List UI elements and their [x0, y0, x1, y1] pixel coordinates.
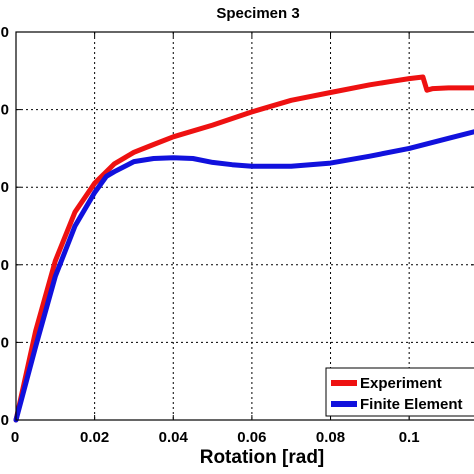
series-line-experiment [13, 74, 474, 423]
y-tick-label: 0 [1, 334, 9, 351]
x-tick-label: 0.04 [159, 429, 189, 446]
y-tick-label: 0 [1, 102, 9, 119]
x-tick-label: 0.02 [80, 429, 109, 446]
legend-label: Experiment [360, 375, 442, 392]
legend: Experiment Finite Element [325, 367, 474, 417]
legend-box [325, 367, 474, 417]
x-axis: 0 0.02 0.04 0.06 0.08 0.1 [11, 32, 420, 446]
y-tick-label: 0 [1, 24, 9, 41]
x-tick-label: 0.08 [316, 429, 345, 446]
x-axis-label: Rotation [rad] [200, 447, 325, 468]
plot-frame [15, 31, 474, 421]
y-tick-label: 0 [1, 179, 9, 196]
x-tick-label: 0.1 [399, 429, 420, 446]
chart-title: Specimen 3 [216, 5, 299, 22]
y-tick-label: 0 [1, 412, 9, 429]
y-tick-label: 0 [1, 257, 9, 274]
grid [16, 32, 474, 420]
x-tick-label: 0.06 [237, 429, 266, 446]
x-tick-label: 0 [11, 429, 19, 446]
legend-label: Finite Element [360, 396, 463, 413]
series-line-finite-element [13, 129, 474, 423]
series-layer [13, 74, 474, 423]
